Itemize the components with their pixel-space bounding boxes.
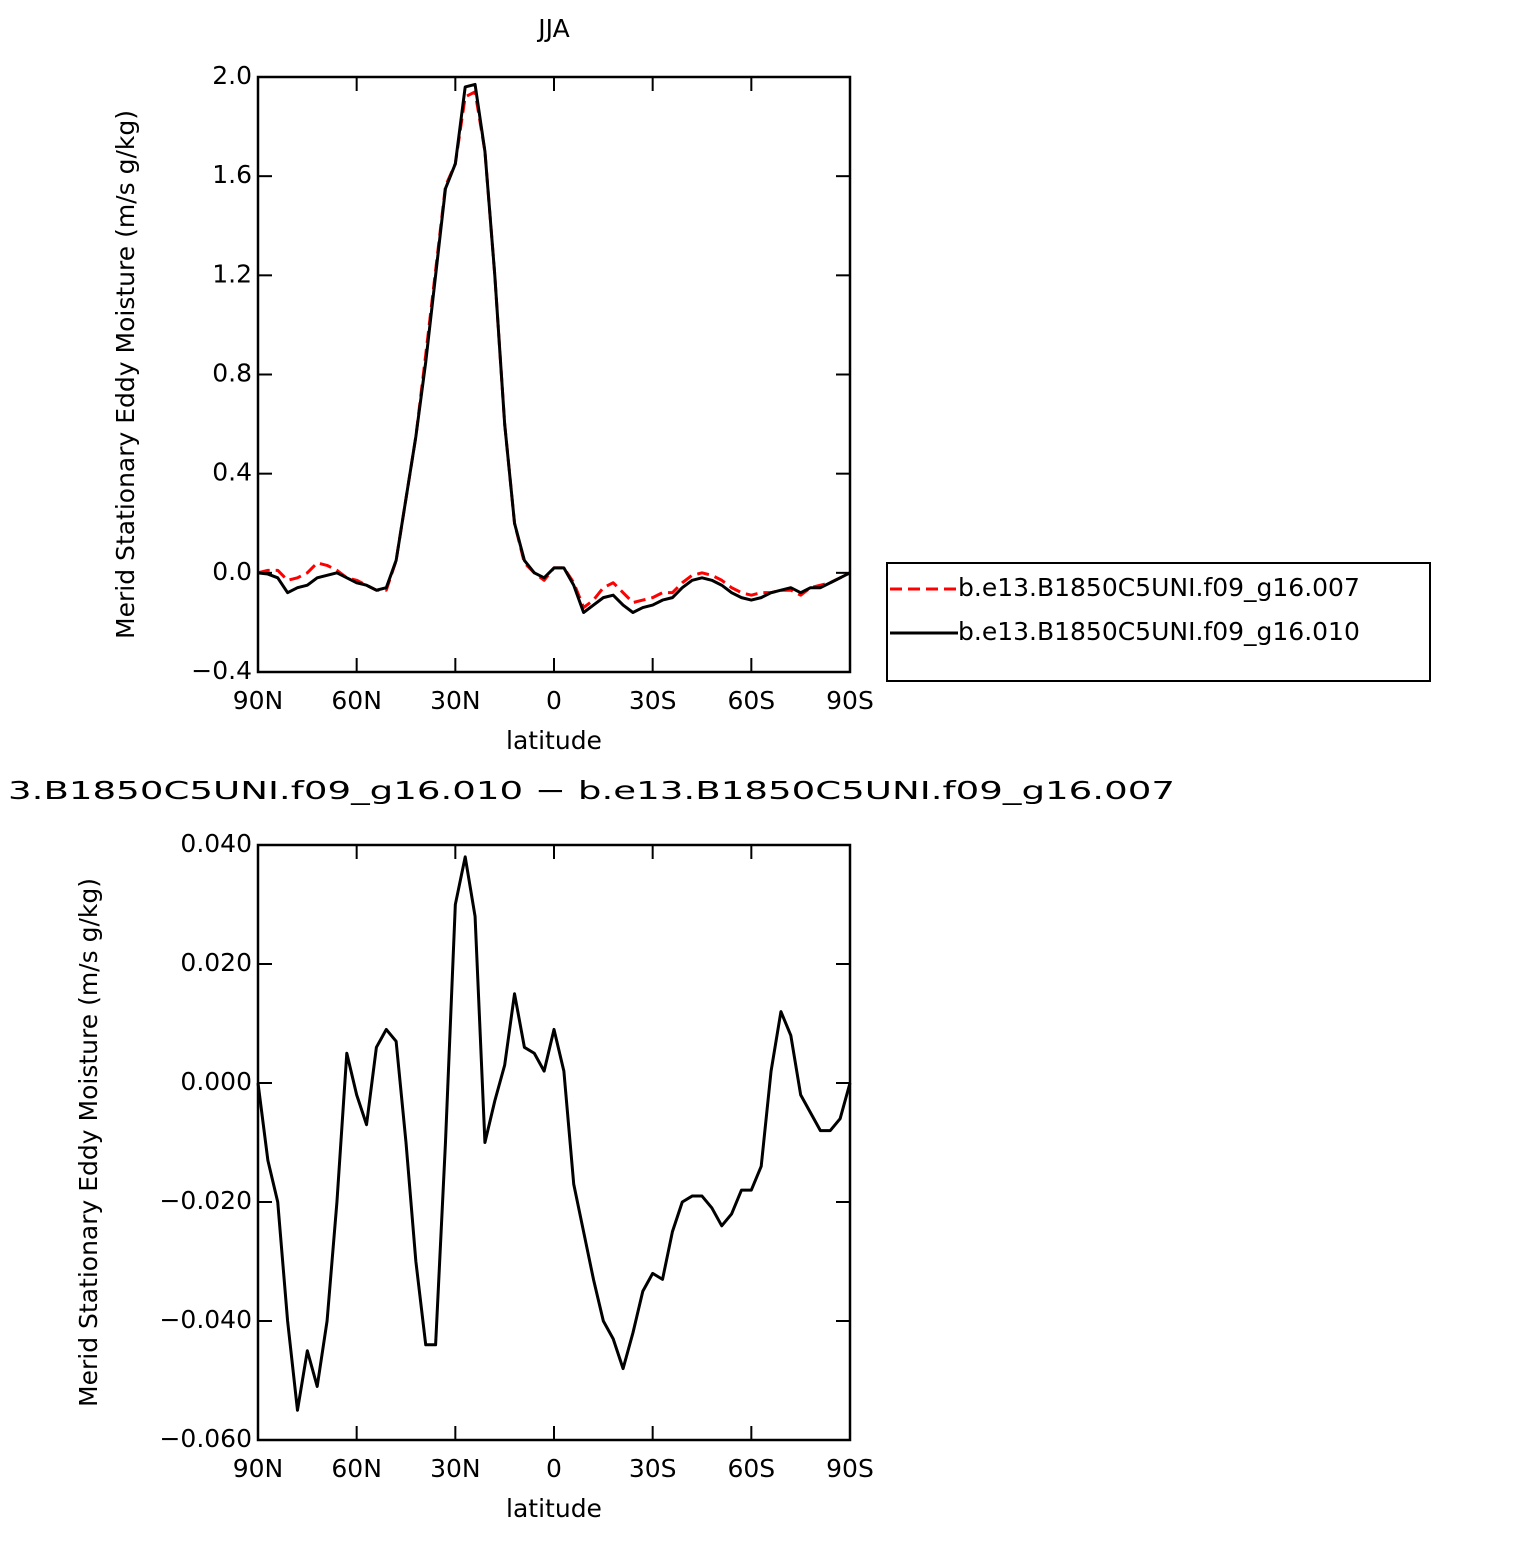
data-line xyxy=(257,90,851,610)
y-tick-label: 2.0 xyxy=(212,61,252,90)
y-tick-label: −0.060 xyxy=(159,1424,252,1453)
data-line xyxy=(257,82,851,614)
legend-label: b.e13.B1850C5UNI.f09_g16.007 xyxy=(958,573,1360,602)
x-tick-label: 60S xyxy=(727,1454,775,1483)
y-tick-label: 0.020 xyxy=(180,948,252,977)
y-tick-label: 0.000 xyxy=(180,1067,252,1096)
x-tick-label: 60N xyxy=(331,686,382,715)
x-tick-label: 90S xyxy=(826,686,874,715)
x-tick-label: 30N xyxy=(430,686,481,715)
x-tick-label: 90N xyxy=(233,1454,284,1483)
chart-title: JJA xyxy=(536,14,569,43)
y-tick-label: 1.6 xyxy=(212,160,252,189)
x-tick-label: 60S xyxy=(727,686,775,715)
x-tick-label: 60N xyxy=(331,1454,382,1483)
x-tick-label: 90N xyxy=(233,686,284,715)
y-axis-label: Merid Stationary Eddy Moisture (m/s g/kg… xyxy=(111,110,140,639)
x-axis-label: latitude xyxy=(506,1494,602,1523)
x-tick-label: 90S xyxy=(826,1454,874,1483)
chart-title: 3.B1850C5UNI.f09_g16.010 − b.e13.B1850C5… xyxy=(8,776,1175,805)
y-tick-label: −0.040 xyxy=(159,1305,252,1334)
x-tick-label: 30S xyxy=(629,686,677,715)
x-tick-label: 30N xyxy=(430,1454,481,1483)
x-tick-label: 0 xyxy=(546,1454,562,1483)
legend-box xyxy=(886,562,1431,682)
y-tick-label: 1.2 xyxy=(212,259,252,288)
data-line xyxy=(256,855,852,1412)
y-tick-label: −0.4 xyxy=(191,656,252,685)
y-tick-label: 0.4 xyxy=(212,458,252,487)
plot-frame xyxy=(256,843,852,1442)
y-axis-label: Merid Stationary Eddy Moisture (m/s g/kg… xyxy=(74,878,103,1407)
x-axis-label: latitude xyxy=(506,726,602,755)
y-tick-label: 0.0 xyxy=(212,557,252,586)
y-tick-label: −0.020 xyxy=(159,1186,252,1215)
x-tick-label: 30S xyxy=(629,1454,677,1483)
plot-frame xyxy=(256,75,852,674)
y-tick-label: 0.8 xyxy=(212,359,252,388)
legend-label: b.e13.B1850C5UNI.f09_g16.010 xyxy=(958,617,1360,646)
y-tick-label: 0.040 xyxy=(180,829,252,858)
x-tick-label: 0 xyxy=(546,686,562,715)
